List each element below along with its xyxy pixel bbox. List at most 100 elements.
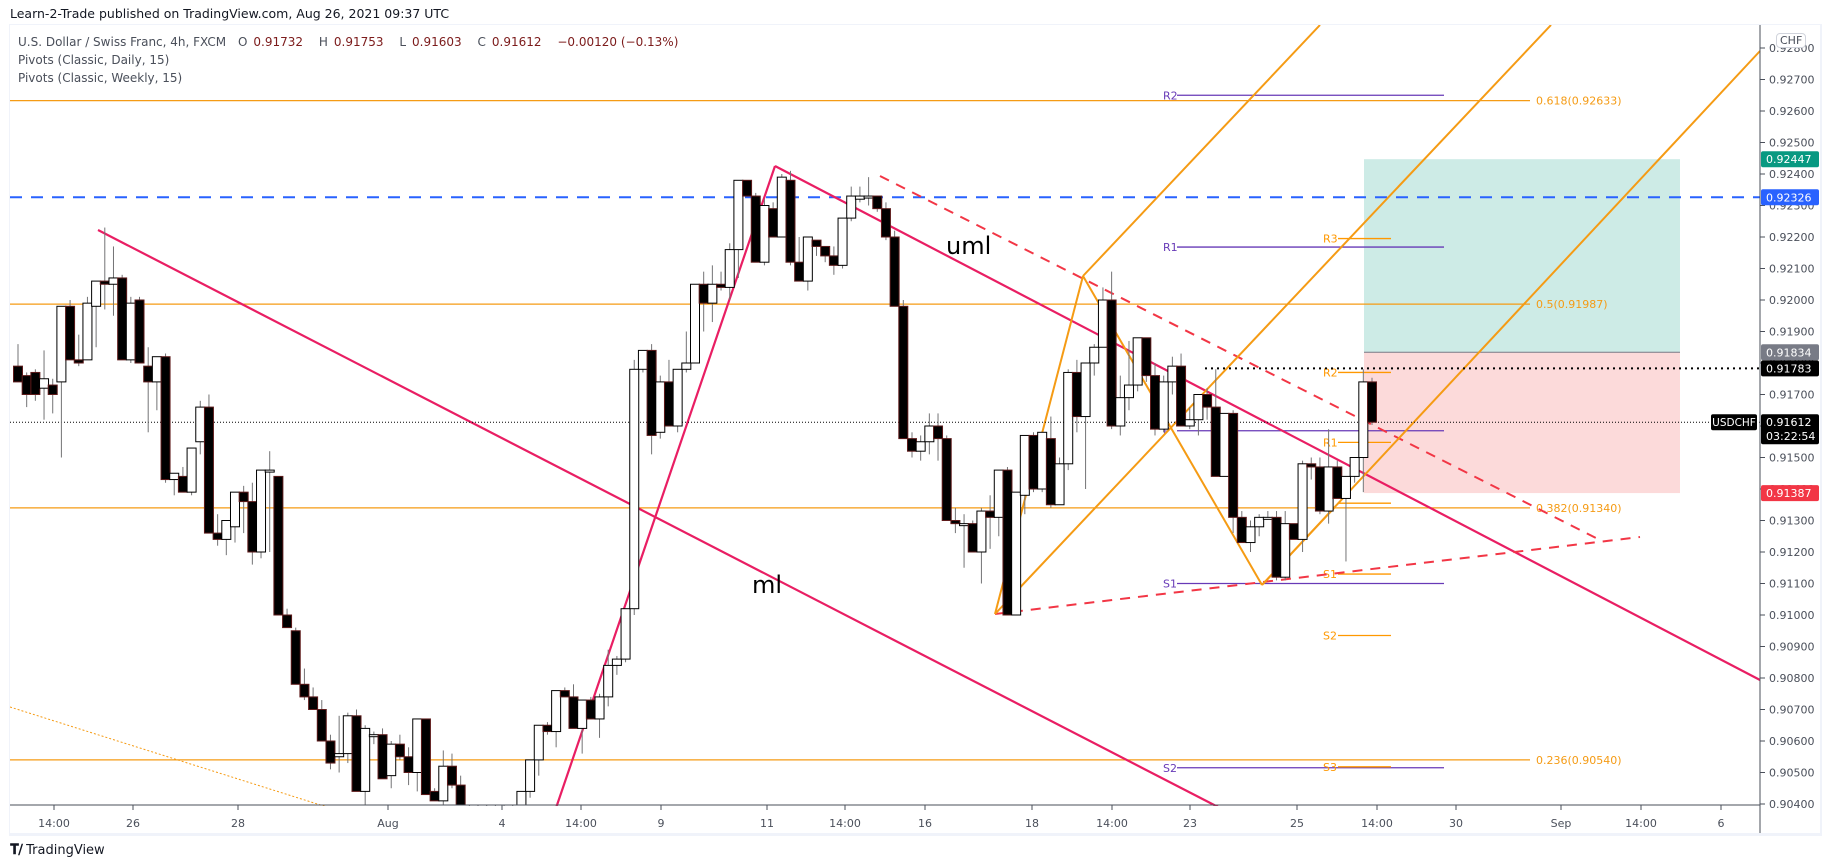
candle[interactable] <box>273 475 284 616</box>
candle[interactable] <box>525 759 536 792</box>
candle[interactable] <box>238 491 249 503</box>
candle[interactable] <box>1193 394 1204 421</box>
candle[interactable] <box>1236 516 1247 544</box>
chart-canvas[interactable]: 0.618(0.92633) 0.5(0.91987) 0.382(0.91340)… <box>10 25 1820 833</box>
dashed-trend-upper[interactable] <box>879 175 1601 541</box>
candle[interactable] <box>229 491 240 528</box>
candle[interactable] <box>1132 337 1143 386</box>
candle[interactable] <box>13 365 23 383</box>
candle[interactable] <box>924 425 935 443</box>
candle[interactable] <box>603 664 614 698</box>
candle[interactable] <box>837 217 848 266</box>
candle[interactable] <box>672 368 683 427</box>
candle[interactable] <box>1037 431 1048 490</box>
candle[interactable] <box>889 236 900 307</box>
candle[interactable] <box>195 406 206 443</box>
symbol-legend-row[interactable]: U.S. Dollar / Swiss Franc, 4h, FXCM O 0.9… <box>18 33 684 51</box>
candle[interactable] <box>646 349 657 436</box>
candle[interactable] <box>1332 466 1343 499</box>
candle[interactable] <box>985 510 996 518</box>
candle[interactable] <box>47 384 58 395</box>
candle[interactable] <box>863 195 874 199</box>
candle[interactable] <box>1340 475 1351 499</box>
candle[interactable] <box>820 245 831 257</box>
candle[interactable] <box>143 365 154 383</box>
currency-unit-button[interactable]: CHF <box>1776 33 1807 48</box>
candle[interactable] <box>1358 381 1369 458</box>
candle[interactable] <box>959 523 970 527</box>
candle[interactable] <box>811 239 822 247</box>
candle[interactable] <box>325 740 336 764</box>
candle[interactable] <box>759 205 770 263</box>
candle[interactable] <box>1019 434 1030 496</box>
candle[interactable] <box>1288 523 1299 540</box>
candle[interactable] <box>1089 346 1100 364</box>
candle[interactable] <box>637 349 648 370</box>
candle[interactable] <box>950 520 961 525</box>
candle[interactable] <box>993 469 1004 518</box>
candle[interactable] <box>663 381 674 427</box>
candle[interactable] <box>82 302 93 361</box>
candle[interactable] <box>151 356 162 383</box>
candle[interactable] <box>733 179 744 251</box>
candle[interactable] <box>776 176 787 238</box>
candle[interactable] <box>1080 362 1091 418</box>
candle[interactable] <box>1245 526 1256 544</box>
candle[interactable] <box>542 724 553 733</box>
candle[interactable] <box>394 743 405 758</box>
indicator-daily-pivots[interactable]: Pivots (Classic, Daily, 15) <box>18 53 170 67</box>
candle[interactable] <box>438 765 449 802</box>
pitchfork-orange-upper[interactable] <box>1082 25 1321 277</box>
candle[interactable] <box>707 283 718 304</box>
fib-trend-dotted[interactable] <box>10 706 331 809</box>
candle[interactable] <box>65 305 76 361</box>
candle[interactable] <box>976 510 987 553</box>
candle[interactable] <box>1054 463 1065 506</box>
candle[interactable] <box>872 195 883 210</box>
candle[interactable] <box>1271 516 1282 578</box>
candle[interactable] <box>898 305 909 440</box>
candle[interactable] <box>446 765 457 786</box>
candle[interactable] <box>1280 523 1291 578</box>
candle[interactable] <box>1297 463 1308 540</box>
candle[interactable] <box>342 715 353 755</box>
candle[interactable] <box>21 375 32 396</box>
candle[interactable] <box>1184 419 1195 427</box>
candle[interactable] <box>177 475 188 493</box>
candle[interactable] <box>56 305 67 383</box>
candle[interactable] <box>1254 516 1265 528</box>
candle[interactable] <box>1158 381 1169 430</box>
candle[interactable] <box>1150 375 1161 430</box>
candle[interactable] <box>125 302 136 361</box>
candle[interactable] <box>1306 463 1317 468</box>
upper-median-line-uml[interactable] <box>774 165 1761 681</box>
candle[interactable] <box>802 236 813 282</box>
candle[interactable] <box>134 299 145 364</box>
candle[interactable] <box>429 790 440 802</box>
chart-area[interactable]: 0.618(0.92633) 0.5(0.91987) 0.382(0.91340)… <box>10 25 1820 833</box>
candle[interactable] <box>698 283 709 304</box>
candle[interactable] <box>386 743 397 777</box>
candle[interactable] <box>1141 337 1152 377</box>
candle[interactable] <box>620 608 631 660</box>
pitchfork-orange-median[interactable] <box>994 25 1552 615</box>
candle[interactable] <box>169 472 180 481</box>
candle[interactable] <box>1314 466 1325 512</box>
candle[interactable] <box>99 280 110 285</box>
candle[interactable] <box>282 614 293 629</box>
candle[interactable] <box>1219 412 1230 477</box>
candle[interactable] <box>1002 469 1013 616</box>
candle[interactable] <box>290 630 301 685</box>
candle[interactable] <box>1228 412 1239 518</box>
candle[interactable] <box>854 195 865 200</box>
candle[interactable] <box>585 699 596 720</box>
candle[interactable] <box>724 249 735 288</box>
candle[interactable] <box>1028 434 1039 490</box>
candle[interactable] <box>750 195 761 263</box>
candle[interactable] <box>742 179 753 197</box>
median-line-ml[interactable] <box>97 229 1221 809</box>
candle[interactable] <box>906 438 917 452</box>
candle[interactable] <box>403 756 414 773</box>
candle[interactable] <box>568 696 579 729</box>
candle[interactable] <box>91 280 102 307</box>
